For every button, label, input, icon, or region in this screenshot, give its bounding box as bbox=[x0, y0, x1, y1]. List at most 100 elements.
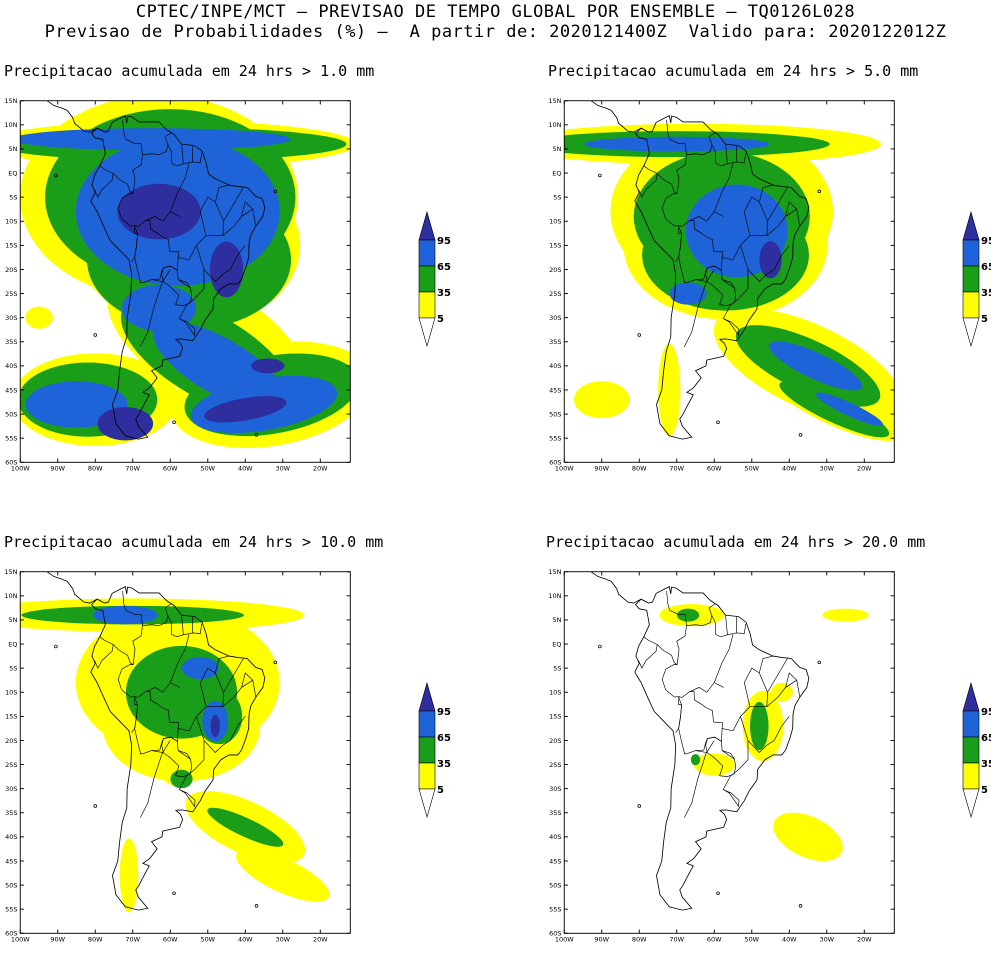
lat-tick-label: 10S bbox=[5, 218, 17, 226]
prob-area-c95 bbox=[209, 241, 244, 298]
lat-tick-label: 25S bbox=[5, 290, 17, 298]
lon-tick-label: 100W bbox=[555, 936, 574, 944]
lat-tick-label: 5S bbox=[553, 193, 561, 201]
colorbar-label: 35 bbox=[981, 759, 991, 770]
colorbar-label: 95 bbox=[437, 236, 451, 247]
lon-tick-label: 90W bbox=[50, 936, 65, 944]
prob-area-c95 bbox=[204, 396, 287, 423]
prob-area-c65 bbox=[181, 657, 219, 680]
lon-tick-label: 30W bbox=[275, 465, 290, 473]
lat-tick-label: 35S bbox=[549, 809, 561, 817]
lat-tick-label: 50S bbox=[549, 881, 561, 889]
country-borders bbox=[94, 119, 257, 347]
prob-area-c5 bbox=[658, 343, 681, 437]
lat-tick-label: 15N bbox=[4, 97, 17, 105]
lat-tick-label: 55S bbox=[5, 906, 17, 914]
lat-tick-label: EQ bbox=[552, 169, 561, 177]
lon-tick-label: 40W bbox=[782, 465, 797, 473]
coastlines bbox=[46, 100, 266, 440]
prob-area-c65 bbox=[20, 128, 291, 151]
lon-tick-label: 30W bbox=[819, 936, 834, 944]
lat-tick-label: 5S bbox=[553, 664, 561, 672]
lat-tick-label: EQ bbox=[552, 640, 561, 648]
lat-tick-label: 45S bbox=[549, 386, 561, 394]
prob-area-c95 bbox=[251, 358, 285, 374]
colorbar-panel-4: 95 65 35 5 bbox=[962, 681, 991, 823]
colorbar-label: 95 bbox=[981, 236, 991, 247]
lon-tick-label: 70W bbox=[125, 936, 140, 944]
lon-tick-label: 30W bbox=[819, 465, 834, 473]
lat-tick-label: 35S bbox=[5, 338, 17, 346]
lat-tick-label: 5S bbox=[9, 664, 17, 672]
colorbar-panel-3: 95 65 35 5 bbox=[418, 681, 451, 823]
lat-tick-label: 55S bbox=[5, 435, 17, 443]
prob-area-c35 bbox=[690, 754, 701, 766]
lat-tick-label: 25S bbox=[549, 761, 561, 769]
prob-area-c5 bbox=[119, 838, 139, 913]
lon-tick-label: 60W bbox=[163, 936, 178, 944]
prob-area-c65 bbox=[815, 392, 884, 427]
prob-area-c65 bbox=[584, 136, 770, 152]
colorbar-label: 95 bbox=[981, 707, 991, 718]
prob-area-c35 bbox=[676, 608, 700, 622]
lon-tick-label: 70W bbox=[125, 465, 140, 473]
lat-tick-label: 40S bbox=[5, 362, 17, 370]
lon-tick-label: 90W bbox=[594, 936, 609, 944]
prob-area-c65 bbox=[121, 284, 197, 332]
panel-3-title: Precipitacao acumulada em 24 hrs > 10.0 … bbox=[4, 533, 384, 551]
lat-tick-label: 45S bbox=[549, 857, 561, 865]
lat-tick-label: 45S bbox=[5, 386, 17, 394]
lat-tick-label: 10S bbox=[5, 689, 17, 697]
lat-tick-label: 30S bbox=[5, 314, 17, 322]
lat-tick-label: 20S bbox=[549, 266, 561, 274]
lat-tick-label: 25S bbox=[5, 761, 17, 769]
prob-area-c95 bbox=[97, 407, 154, 441]
lat-tick-label: 60S bbox=[549, 930, 561, 938]
lon-tick-label: 60W bbox=[707, 465, 722, 473]
lat-tick-label: 15N bbox=[548, 568, 561, 576]
figure-subtitle: Previsao de Probabilidades (%) – A parti… bbox=[44, 22, 947, 42]
colorbar-label: 65 bbox=[981, 733, 991, 744]
lat-tick-label: 15S bbox=[5, 713, 17, 721]
panel-4-title: Precipitacao acumulada em 24 hrs > 20.0 … bbox=[546, 533, 926, 551]
lon-tick-label: 100W bbox=[555, 465, 574, 473]
lat-tick-label: 50S bbox=[5, 410, 17, 418]
lat-tick-label: 60S bbox=[549, 459, 561, 467]
lat-tick-label: 15S bbox=[549, 242, 561, 250]
prob-area-c5 bbox=[573, 381, 630, 419]
country-borders bbox=[638, 590, 801, 818]
lon-tick-label: 50W bbox=[200, 936, 215, 944]
lon-tick-label: 70W bbox=[669, 936, 684, 944]
lat-tick-label: 10S bbox=[549, 689, 561, 697]
lat-tick-label: 25S bbox=[549, 290, 561, 298]
prob-area-c35 bbox=[779, 381, 890, 438]
lat-tick-label: 10N bbox=[548, 121, 561, 129]
lon-tick-label: 80W bbox=[632, 936, 647, 944]
lat-tick-label: 60S bbox=[5, 930, 17, 938]
colorbar-label: 65 bbox=[437, 262, 451, 273]
lat-tick-label: 40S bbox=[549, 362, 561, 370]
map-panel-5mm: 15N 10N 5N EQ 5S 10S 15S 20S 25S 30S 35S 40S 45S 50S 5… bbox=[548, 86, 898, 490]
prob-area-c95 bbox=[759, 241, 782, 279]
country-borders bbox=[94, 590, 257, 818]
lat-tick-label: 10N bbox=[548, 592, 561, 600]
lat-tick-label: 5N bbox=[553, 616, 562, 624]
prob-area-c65 bbox=[669, 282, 707, 305]
lat-tick-label: 10N bbox=[4, 121, 17, 129]
lat-tick-label: 5S bbox=[9, 193, 17, 201]
lat-tick-label: 35S bbox=[5, 809, 17, 817]
lon-tick-label: 80W bbox=[88, 936, 103, 944]
map-panel-20mm: 15N 10N 5N EQ 5S 10S 15S 20S 25S 30S 35S 40S 45S 50S 5… bbox=[548, 557, 898, 961]
colorbar-label: 5 bbox=[981, 314, 988, 325]
coastlines bbox=[46, 571, 266, 911]
lat-tick-label: 5N bbox=[9, 616, 18, 624]
lat-tick-label: 20S bbox=[5, 737, 17, 745]
lat-tick-label: 50S bbox=[5, 881, 17, 889]
lon-tick-label: 50W bbox=[744, 465, 759, 473]
lat-tick-label: 10S bbox=[549, 218, 561, 226]
colorbar-label: 35 bbox=[437, 288, 451, 299]
lat-tick-label: 30S bbox=[549, 314, 561, 322]
lat-tick-label: 5N bbox=[9, 145, 18, 153]
lon-tick-label: 20W bbox=[313, 936, 328, 944]
lon-tick-label: 80W bbox=[88, 465, 103, 473]
